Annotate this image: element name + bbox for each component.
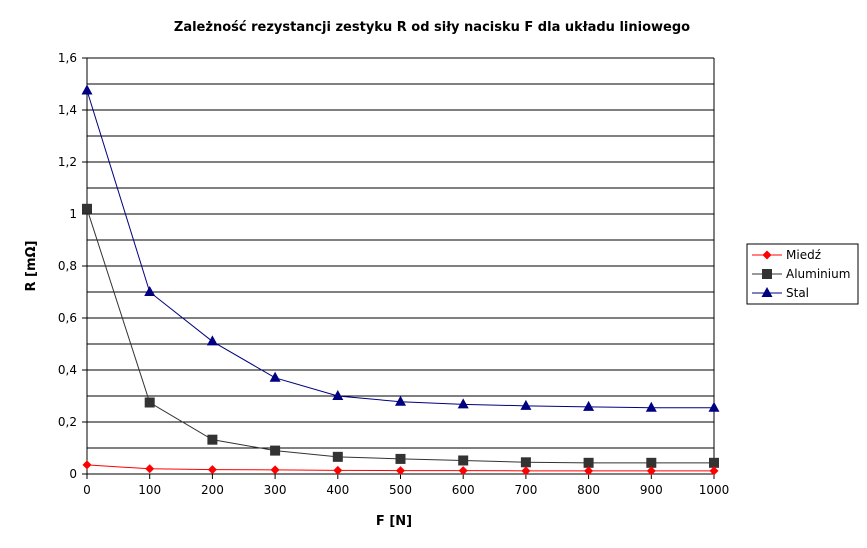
legend: Miedź Aluminium Stal: [746, 243, 859, 305]
y-tick-label: 1,2: [58, 155, 77, 169]
data-point: [207, 465, 217, 475]
data-point: [396, 466, 405, 476]
data-point: [269, 371, 281, 382]
series-line: [86, 208, 714, 464]
x-tick-label: 100: [138, 483, 161, 497]
legend-label: Miedź: [786, 248, 821, 262]
data-point: [395, 395, 406, 406]
series-line: [86, 90, 714, 409]
data-point: [82, 460, 92, 470]
data-point: [521, 466, 531, 476]
data-point: [457, 398, 469, 409]
x-tick-label: 500: [389, 483, 412, 497]
axes: [82, 57, 715, 479]
data-point: [645, 401, 657, 412]
legend-marker: [762, 269, 772, 279]
x-tick-label: 0: [83, 483, 91, 497]
data-point: [332, 390, 344, 400]
series-stal: [81, 84, 720, 412]
legend-item: Miedź: [752, 248, 821, 262]
chart-title: Zależność rezystancji zestyku R od siły …: [174, 20, 690, 35]
y-tick-label: 1: [69, 207, 77, 221]
data-point: [81, 84, 93, 95]
data-point: [144, 397, 155, 408]
data-point: [520, 399, 532, 410]
data-point: [646, 466, 656, 476]
legend-item: Aluminium: [752, 267, 850, 281]
data-point: [584, 466, 594, 476]
legend-marker: [761, 287, 773, 297]
y-tick-label: 1,4: [58, 103, 77, 117]
x-tick-label: 400: [326, 483, 349, 497]
data-point: [206, 335, 218, 346]
data-point: [144, 286, 156, 296]
x-tick-label: 700: [514, 483, 537, 497]
data-point: [332, 451, 343, 462]
y-tick-label: 0,8: [58, 259, 77, 273]
x-tick-label: 1000: [699, 483, 730, 497]
y-axis-title: R [mΩ]: [24, 240, 39, 291]
data-point: [395, 453, 406, 464]
data-point: [709, 466, 719, 476]
data-point: [270, 465, 280, 475]
data-point: [708, 401, 720, 412]
x-tick-label: 200: [201, 483, 224, 497]
data-point: [207, 434, 218, 445]
x-tick-label: 600: [452, 483, 475, 497]
x-axis-title: F [N]: [376, 514, 412, 529]
data-point: [333, 465, 343, 475]
data-point: [709, 457, 719, 468]
y-tick-label: 1,6: [58, 51, 77, 65]
data-point: [82, 203, 92, 214]
y-tick-label: 0,4: [58, 363, 77, 377]
legend-label: Stal: [786, 286, 809, 300]
y-tick-label: 0,2: [58, 415, 77, 429]
legend-label: Aluminium: [786, 267, 850, 281]
y-tick-label: 0,6: [58, 311, 77, 325]
x-tick-label: 900: [640, 483, 663, 497]
data-point: [520, 457, 531, 468]
series-miedź: [82, 460, 719, 476]
y-tick-labels: 0 0,2 0,4 0,6 0,8 1 1,2 1,4 1,6: [58, 51, 77, 481]
series-aluminium: [82, 203, 719, 468]
x-tick-label: 800: [577, 483, 600, 497]
data-point: [583, 400, 595, 411]
x-tick-labels: 0 100 200 300 400 500 600 700 800 900 1000: [83, 483, 729, 497]
legend-marker: [762, 250, 772, 260]
legend-item: Stal: [752, 286, 809, 300]
data-point: [646, 457, 657, 468]
y-tick-label: 0: [69, 467, 77, 481]
data-point: [458, 466, 468, 476]
x-tick-label: 300: [264, 483, 287, 497]
data-point: [270, 445, 281, 456]
gridlines: [87, 57, 714, 475]
data-point: [145, 464, 155, 474]
data-point: [458, 455, 469, 466]
data-point: [583, 457, 594, 468]
series-group: [81, 84, 720, 476]
